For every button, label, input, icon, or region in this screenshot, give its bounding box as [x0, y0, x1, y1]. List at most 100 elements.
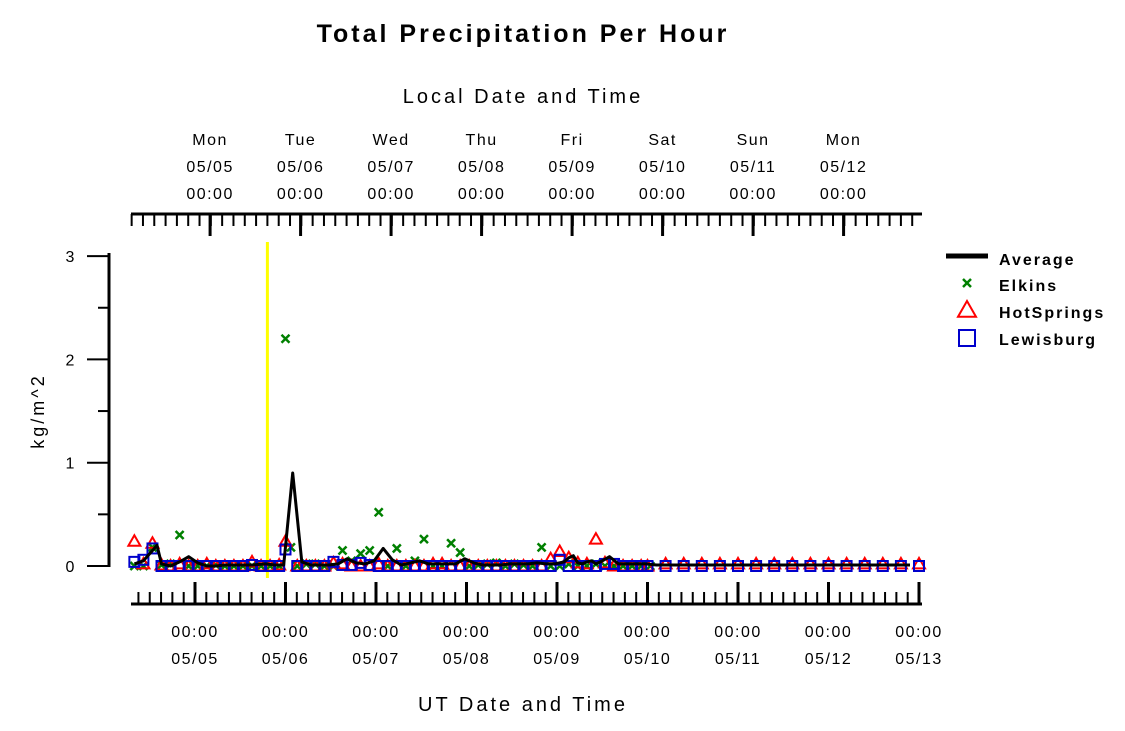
bottom-tick-date: 05/10 — [624, 651, 672, 668]
legend-label-elkins: Elkins — [999, 278, 1058, 295]
y-axis: 0 1 2 3 — [66, 249, 111, 576]
point-elkins — [373, 507, 384, 518]
top-tick-date: 05/07 — [367, 159, 415, 176]
top-tick-date: 05/08 — [458, 159, 506, 176]
bottom-tick-time: 00:00 — [895, 624, 943, 641]
series-lewisburg — [128, 542, 925, 572]
x-stroke — [391, 543, 402, 554]
x-stroke — [962, 278, 972, 288]
bottom-tick-date: 05/06 — [262, 651, 310, 668]
point-hotsprings — [730, 555, 746, 570]
x-axis-title: UT Date and Time — [418, 694, 628, 716]
point-elkins — [337, 545, 348, 556]
point-hotsprings — [911, 555, 927, 570]
top-axis-title: Local Date and Time — [403, 86, 643, 108]
x-stroke — [364, 545, 375, 556]
bottom-tick-date: 05/13 — [895, 651, 943, 668]
top-tick-day: Fri — [561, 132, 584, 149]
bottom-tick-time: 00:00 — [171, 624, 219, 641]
point-elkins — [280, 333, 291, 344]
x-stroke — [455, 547, 466, 558]
top-tick-day: Mon — [192, 132, 228, 149]
top-axis: Mon 05/05 00:00 Tue 05/06 00:00 Wed 05/07 00:00 T… — [130, 132, 922, 236]
point-hotsprings — [352, 557, 369, 572]
point-lewisburg — [544, 560, 557, 572]
point-lewisburg — [137, 553, 150, 566]
legend-item-average: Average — [946, 252, 1074, 269]
top-tick-day: Sat — [648, 132, 677, 149]
legend-marker-lewisburg — [958, 329, 976, 347]
point-hotsprings — [675, 555, 692, 570]
point-elkins — [446, 538, 456, 549]
point-hotsprings — [766, 555, 782, 570]
point-hotsprings — [551, 543, 568, 558]
point-hotsprings — [126, 533, 143, 547]
top-tick-time: 00:00 — [820, 186, 868, 203]
bottom-tick-time: 00:00 — [805, 624, 853, 641]
bottom-tick-time: 00:00 — [262, 624, 310, 641]
point-elkins — [355, 548, 366, 559]
bottom-tick-time: 00:00 — [443, 624, 491, 641]
top-tick-day: Sun — [737, 132, 770, 149]
point-hotsprings — [199, 555, 215, 570]
point-lewisburg — [913, 560, 925, 572]
top-tick-date: 05/05 — [186, 159, 234, 176]
top-tick-time: 00:00 — [277, 186, 325, 203]
point-hotsprings — [370, 555, 387, 570]
top-tick-date: 05/10 — [639, 159, 687, 176]
series-elkins — [129, 333, 656, 571]
point-elkins — [364, 545, 375, 556]
point-hotsprings — [875, 555, 891, 570]
point-elkins — [536, 542, 547, 553]
legend-swatch-lewisburg — [958, 329, 976, 347]
legend-item-hotsprings: HotSprings — [956, 298, 1105, 322]
x-stroke — [446, 538, 456, 549]
y-tick-label: 2 — [66, 352, 75, 369]
bottom-tick-date: 05/07 — [352, 651, 400, 668]
point-hotsprings — [893, 555, 909, 570]
legend-label-hotsprings: HotSprings — [999, 305, 1105, 322]
top-tick-time: 00:00 — [548, 186, 596, 203]
y-tick-label: 3 — [66, 249, 75, 266]
legend-marker-hotsprings — [956, 298, 978, 318]
bottom-tick-date: 05/12 — [805, 651, 853, 668]
bottom-tick-time: 00:00 — [624, 624, 672, 641]
legend-item-elkins: Elkins — [962, 278, 1058, 295]
point-hotsprings — [712, 555, 728, 570]
x-stroke — [419, 534, 429, 545]
top-tick-day: Tue — [285, 132, 316, 149]
series-layer — [126, 333, 927, 572]
top-tick-time: 00:00 — [729, 186, 777, 203]
bottom-tick-time: 00:00 — [533, 624, 581, 641]
point-hotsprings — [748, 555, 764, 570]
x-stroke — [373, 507, 384, 518]
bottom-tick-date: 05/11 — [715, 651, 761, 668]
point-hotsprings — [694, 555, 710, 570]
top-tick-day: Wed — [373, 132, 410, 149]
y-tick-label: 1 — [66, 456, 75, 473]
legend-label-lewisburg: Lewisburg — [999, 332, 1097, 349]
point-hotsprings — [606, 557, 622, 572]
bottom-tick-date: 05/09 — [533, 651, 581, 668]
x-stroke — [536, 542, 547, 553]
top-tick-day: Thu — [466, 132, 498, 149]
point-hotsprings — [802, 555, 819, 570]
legend-swatch-elkins — [962, 278, 972, 288]
point-hotsprings — [856, 555, 873, 570]
y-tick-label: 0 — [66, 559, 75, 576]
point-lewisburg — [635, 560, 648, 572]
point-hotsprings — [820, 555, 837, 570]
legend: Average Elkins HotSprings Lewisburg — [946, 252, 1105, 349]
bottom-axis: 00:00 05/05 00:00 05/06 00:00 05/07 00:00 05/08… — [131, 582, 943, 668]
x-stroke — [355, 548, 366, 559]
bottom-tick-time: 00:00 — [714, 624, 762, 641]
x-stroke — [280, 333, 291, 344]
bottom-tick-date: 05/05 — [171, 651, 219, 668]
legend-item-lewisburg: Lewisburg — [958, 329, 1097, 349]
top-tick-time: 00:00 — [639, 186, 687, 203]
series-average-line — [133, 471, 910, 568]
top-tick-date: 05/12 — [820, 159, 868, 176]
legend-swatch-hotsprings — [956, 298, 978, 318]
x-stroke — [174, 530, 185, 540]
